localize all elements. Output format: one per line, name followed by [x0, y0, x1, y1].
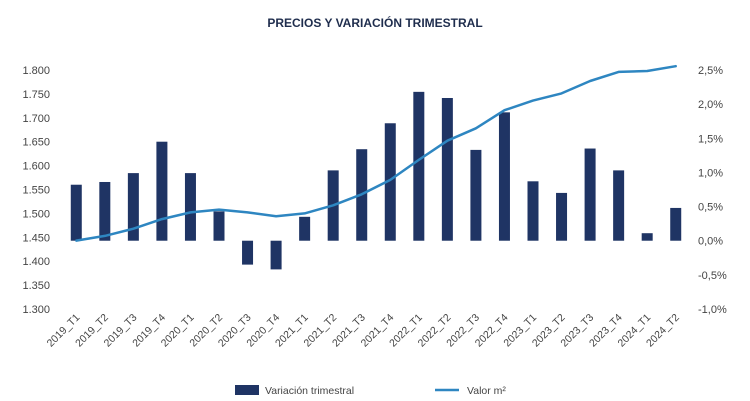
bar-2020_T4 [270, 240, 282, 270]
right-tick-label: 1,0% [698, 167, 723, 179]
left-tick-label: 1.550 [22, 185, 50, 197]
bar-2020_T2 [213, 211, 225, 241]
left-tick-label: 1.650 [22, 137, 50, 149]
chart-title: PRECIOS Y VARIACIÓN TRIMESTRAL [267, 15, 482, 30]
bar-2023_T2 [556, 192, 568, 241]
left-tick-label: 1.500 [22, 208, 50, 220]
bar-2024_T2 [670, 207, 682, 241]
line-valor-m2 [75, 64, 677, 242]
left-tick-label: 1.300 [22, 304, 50, 316]
bar-2022_T3 [470, 149, 482, 241]
right-axis: -1,0% -0,5% 0,0% 0,5% 1,0% 1,5% 2,0% 2,5% [698, 65, 727, 316]
bar-2019_T1 [70, 184, 82, 241]
left-tick-label: 1.450 [22, 232, 50, 244]
bar-2023_T4 [613, 170, 625, 241]
left-tick-label: 1.350 [22, 280, 50, 292]
left-tick-label: 1.800 [22, 65, 50, 77]
bar-series [70, 91, 682, 270]
x-axis: 2019_T12019_T22019_T32019_T42020_T12020_… [45, 312, 682, 350]
bar-2019_T4 [156, 141, 168, 241]
bar-2021_T4 [384, 123, 396, 241]
bar-2022_T4 [498, 112, 510, 241]
bar-2021_T1 [299, 216, 311, 241]
right-tick-label: -0,5% [698, 270, 727, 282]
legend-swatch-bar [235, 385, 259, 395]
bar-2022_T2 [441, 97, 453, 241]
left-tick-label: 1.400 [22, 256, 50, 268]
right-tick-label: 2,5% [698, 65, 723, 77]
bar-2020_T1 [184, 173, 196, 241]
legend: Variación trimestral Valor m² [235, 385, 506, 397]
bar-2019_T2 [99, 181, 111, 241]
bar-2020_T3 [242, 240, 254, 265]
legend-label-bar: Variación trimestral [265, 385, 354, 397]
right-tick-label: -1,0% [698, 304, 727, 316]
bar-2024_T1 [641, 233, 653, 241]
right-tick-label: 0,5% [698, 202, 723, 214]
bar-2023_T3 [584, 148, 596, 241]
legend-label-line: Valor m² [467, 385, 506, 397]
left-axis: 1.300 1.350 1.400 1.450 1.500 1.550 1.600 1.650… [22, 65, 50, 316]
left-tick-label: 1.750 [22, 89, 50, 101]
bar-2019_T3 [127, 173, 139, 241]
left-tick-label: 1.700 [22, 113, 50, 125]
line-series [75, 64, 677, 242]
right-tick-label: 1,5% [698, 133, 723, 145]
right-tick-label: 0,0% [698, 236, 723, 248]
right-tick-label: 2,0% [698, 99, 723, 111]
left-tick-label: 1.600 [22, 161, 50, 173]
bar-2023_T1 [527, 181, 539, 241]
bar-2022_T1 [413, 91, 425, 241]
